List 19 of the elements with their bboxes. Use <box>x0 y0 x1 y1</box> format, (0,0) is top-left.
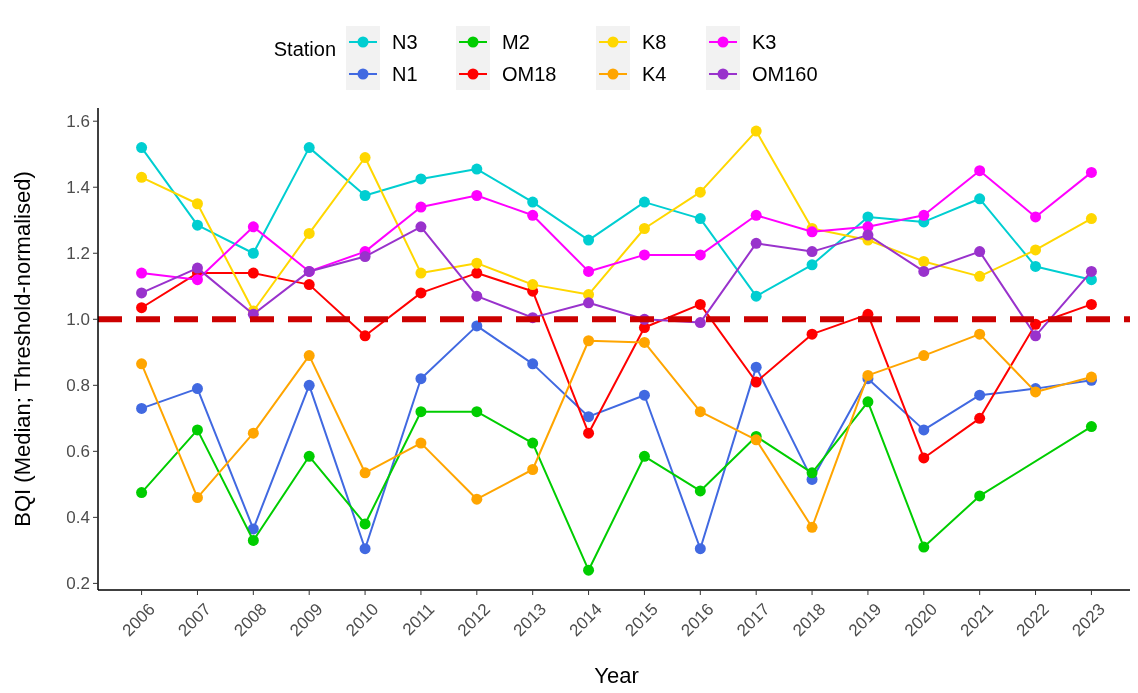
legend-label: K4 <box>642 63 667 85</box>
y-tick-label: 0.4 <box>66 508 90 528</box>
y-tick-label: 0.6 <box>66 442 90 462</box>
legend-label: N1 <box>392 63 418 85</box>
y-tick-label: 0.8 <box>66 376 90 396</box>
y-axis-title: BQI (Median; Threshold-normalised) <box>10 171 35 527</box>
y-tick-label: 1.4 <box>66 178 90 198</box>
legend-label: K3 <box>752 31 777 53</box>
legend-label: OM18 <box>502 63 557 85</box>
y-tick-label: 0.2 <box>66 574 90 594</box>
x-axis-title: Year <box>594 663 639 688</box>
legend-label: OM160 <box>752 63 818 85</box>
legend-title: Station <box>273 38 336 60</box>
legend-label: M2 <box>502 31 530 53</box>
legend-label: K8 <box>642 31 667 53</box>
y-tick-label: 1.6 <box>66 112 90 132</box>
legend-label: N3 <box>392 31 418 53</box>
y-tick-label: 1.0 <box>66 310 90 330</box>
y-tick-label: 1.2 <box>66 244 90 264</box>
